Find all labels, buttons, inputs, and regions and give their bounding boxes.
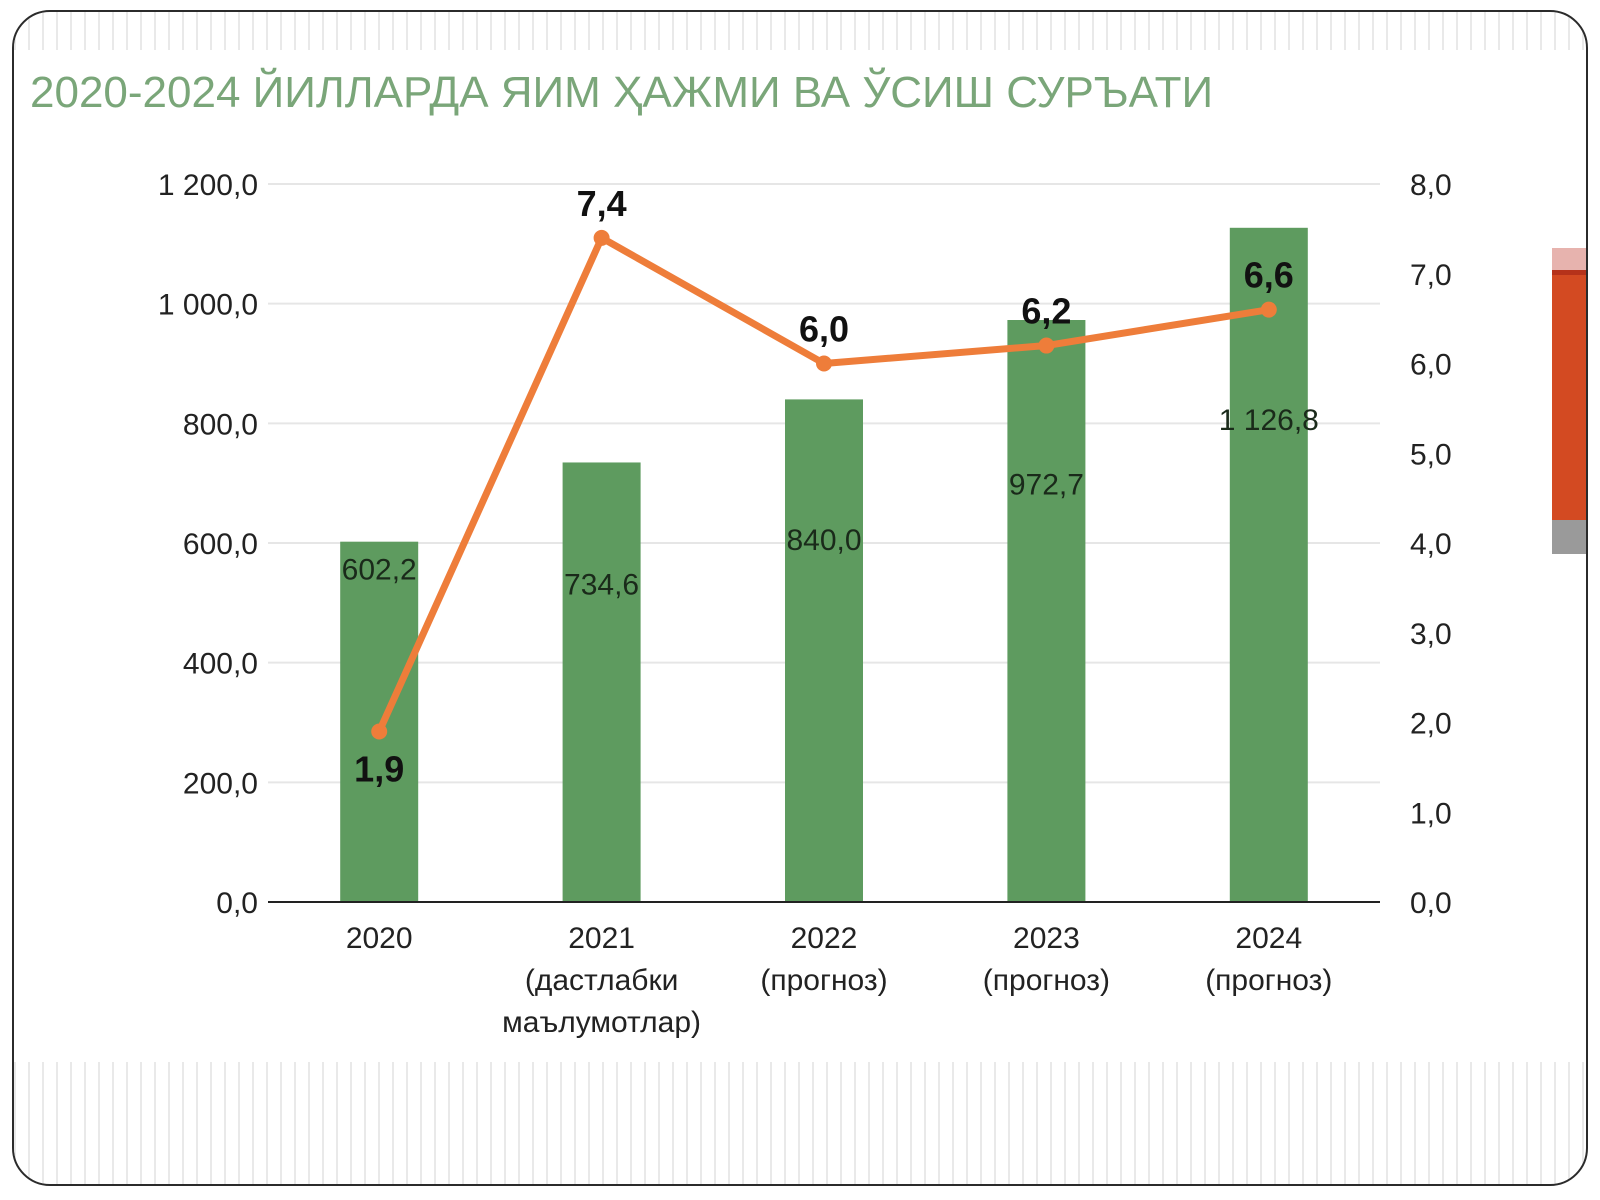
bottom-stripe-decoration (14, 1062, 1586, 1184)
x-category-label: (дастлабки (525, 964, 679, 997)
growth-rate-point (1038, 337, 1055, 354)
side-accent-bar (1552, 248, 1586, 554)
y-right-tick-label: 4,0 (1410, 528, 1452, 561)
y-right-tick-label: 3,0 (1410, 618, 1452, 651)
y-left-tick-label: 400,0 (183, 648, 258, 681)
y-right-tick-label: 5,0 (1410, 438, 1452, 471)
bar-value-label: 840,0 (786, 524, 861, 557)
bar-4 (1007, 320, 1086, 902)
y-right-tick-label: 7,0 (1410, 259, 1452, 292)
growth-rate-label: 1,9 (354, 748, 404, 789)
y-right-tick-label: 0,0 (1410, 887, 1452, 920)
y-right-tick-label: 6,0 (1410, 349, 1452, 382)
y-left-tick-label: 1 000,0 (158, 289, 258, 322)
y-right-tick-label: 8,0 (1410, 169, 1452, 202)
bar-2 (562, 462, 641, 902)
top-stripe-decoration (14, 12, 1586, 50)
bar-value-label: 602,2 (342, 554, 417, 587)
x-category-label: 2020 (346, 922, 413, 955)
x-category-label: 2024 (1235, 922, 1302, 955)
bar-value-label: 734,6 (564, 568, 639, 601)
x-category-label: 2021 (568, 922, 635, 955)
y-left-tick-label: 200,0 (183, 767, 258, 800)
bar-5 (1229, 227, 1308, 903)
y-right-tick-label: 1,0 (1410, 797, 1452, 830)
slide-frame: 2020-2024 ЙИЛЛАРДА ЯИМ ҲАЖМИ ВА ЎСИШ СУР… (12, 10, 1588, 1186)
x-category-label: (прогноз) (760, 964, 887, 997)
growth-rate-label: 6,0 (799, 309, 849, 350)
growth-rate-point (816, 355, 832, 372)
bar-3 (785, 399, 863, 902)
x-category-label: маълумотлар) (502, 1006, 701, 1039)
y-left-tick-label: 600,0 (183, 528, 258, 561)
growth-rate-label: 7,4 (577, 183, 627, 224)
x-category-label: (прогноз) (1205, 964, 1332, 997)
chart-title: 2020-2024 ЙИЛЛАРДА ЯИМ ҲАЖМИ ВА ЎСИШ СУР… (30, 68, 1214, 117)
bar-1 (340, 541, 419, 902)
growth-rate-label: 6,6 (1244, 255, 1294, 296)
growth-rate-point (593, 229, 610, 246)
x-category-label: 2022 (791, 922, 858, 955)
growth-rate-point (1260, 301, 1277, 318)
x-category-label: 2023 (1013, 922, 1080, 955)
y-left-tick-label: 0,0 (216, 887, 258, 920)
y-right-tick-label: 2,0 (1410, 708, 1452, 741)
bar-value-label: 972,7 (1009, 469, 1084, 502)
x-category-label: (прогноз) (983, 964, 1110, 997)
growth-rate-point (371, 723, 388, 740)
y-left-tick-label: 1 200,0 (158, 169, 258, 202)
bar-value-label: 1 126,8 (1219, 404, 1319, 437)
growth-rate-label: 6,2 (1021, 291, 1071, 332)
y-left-tick-label: 800,0 (183, 408, 258, 441)
